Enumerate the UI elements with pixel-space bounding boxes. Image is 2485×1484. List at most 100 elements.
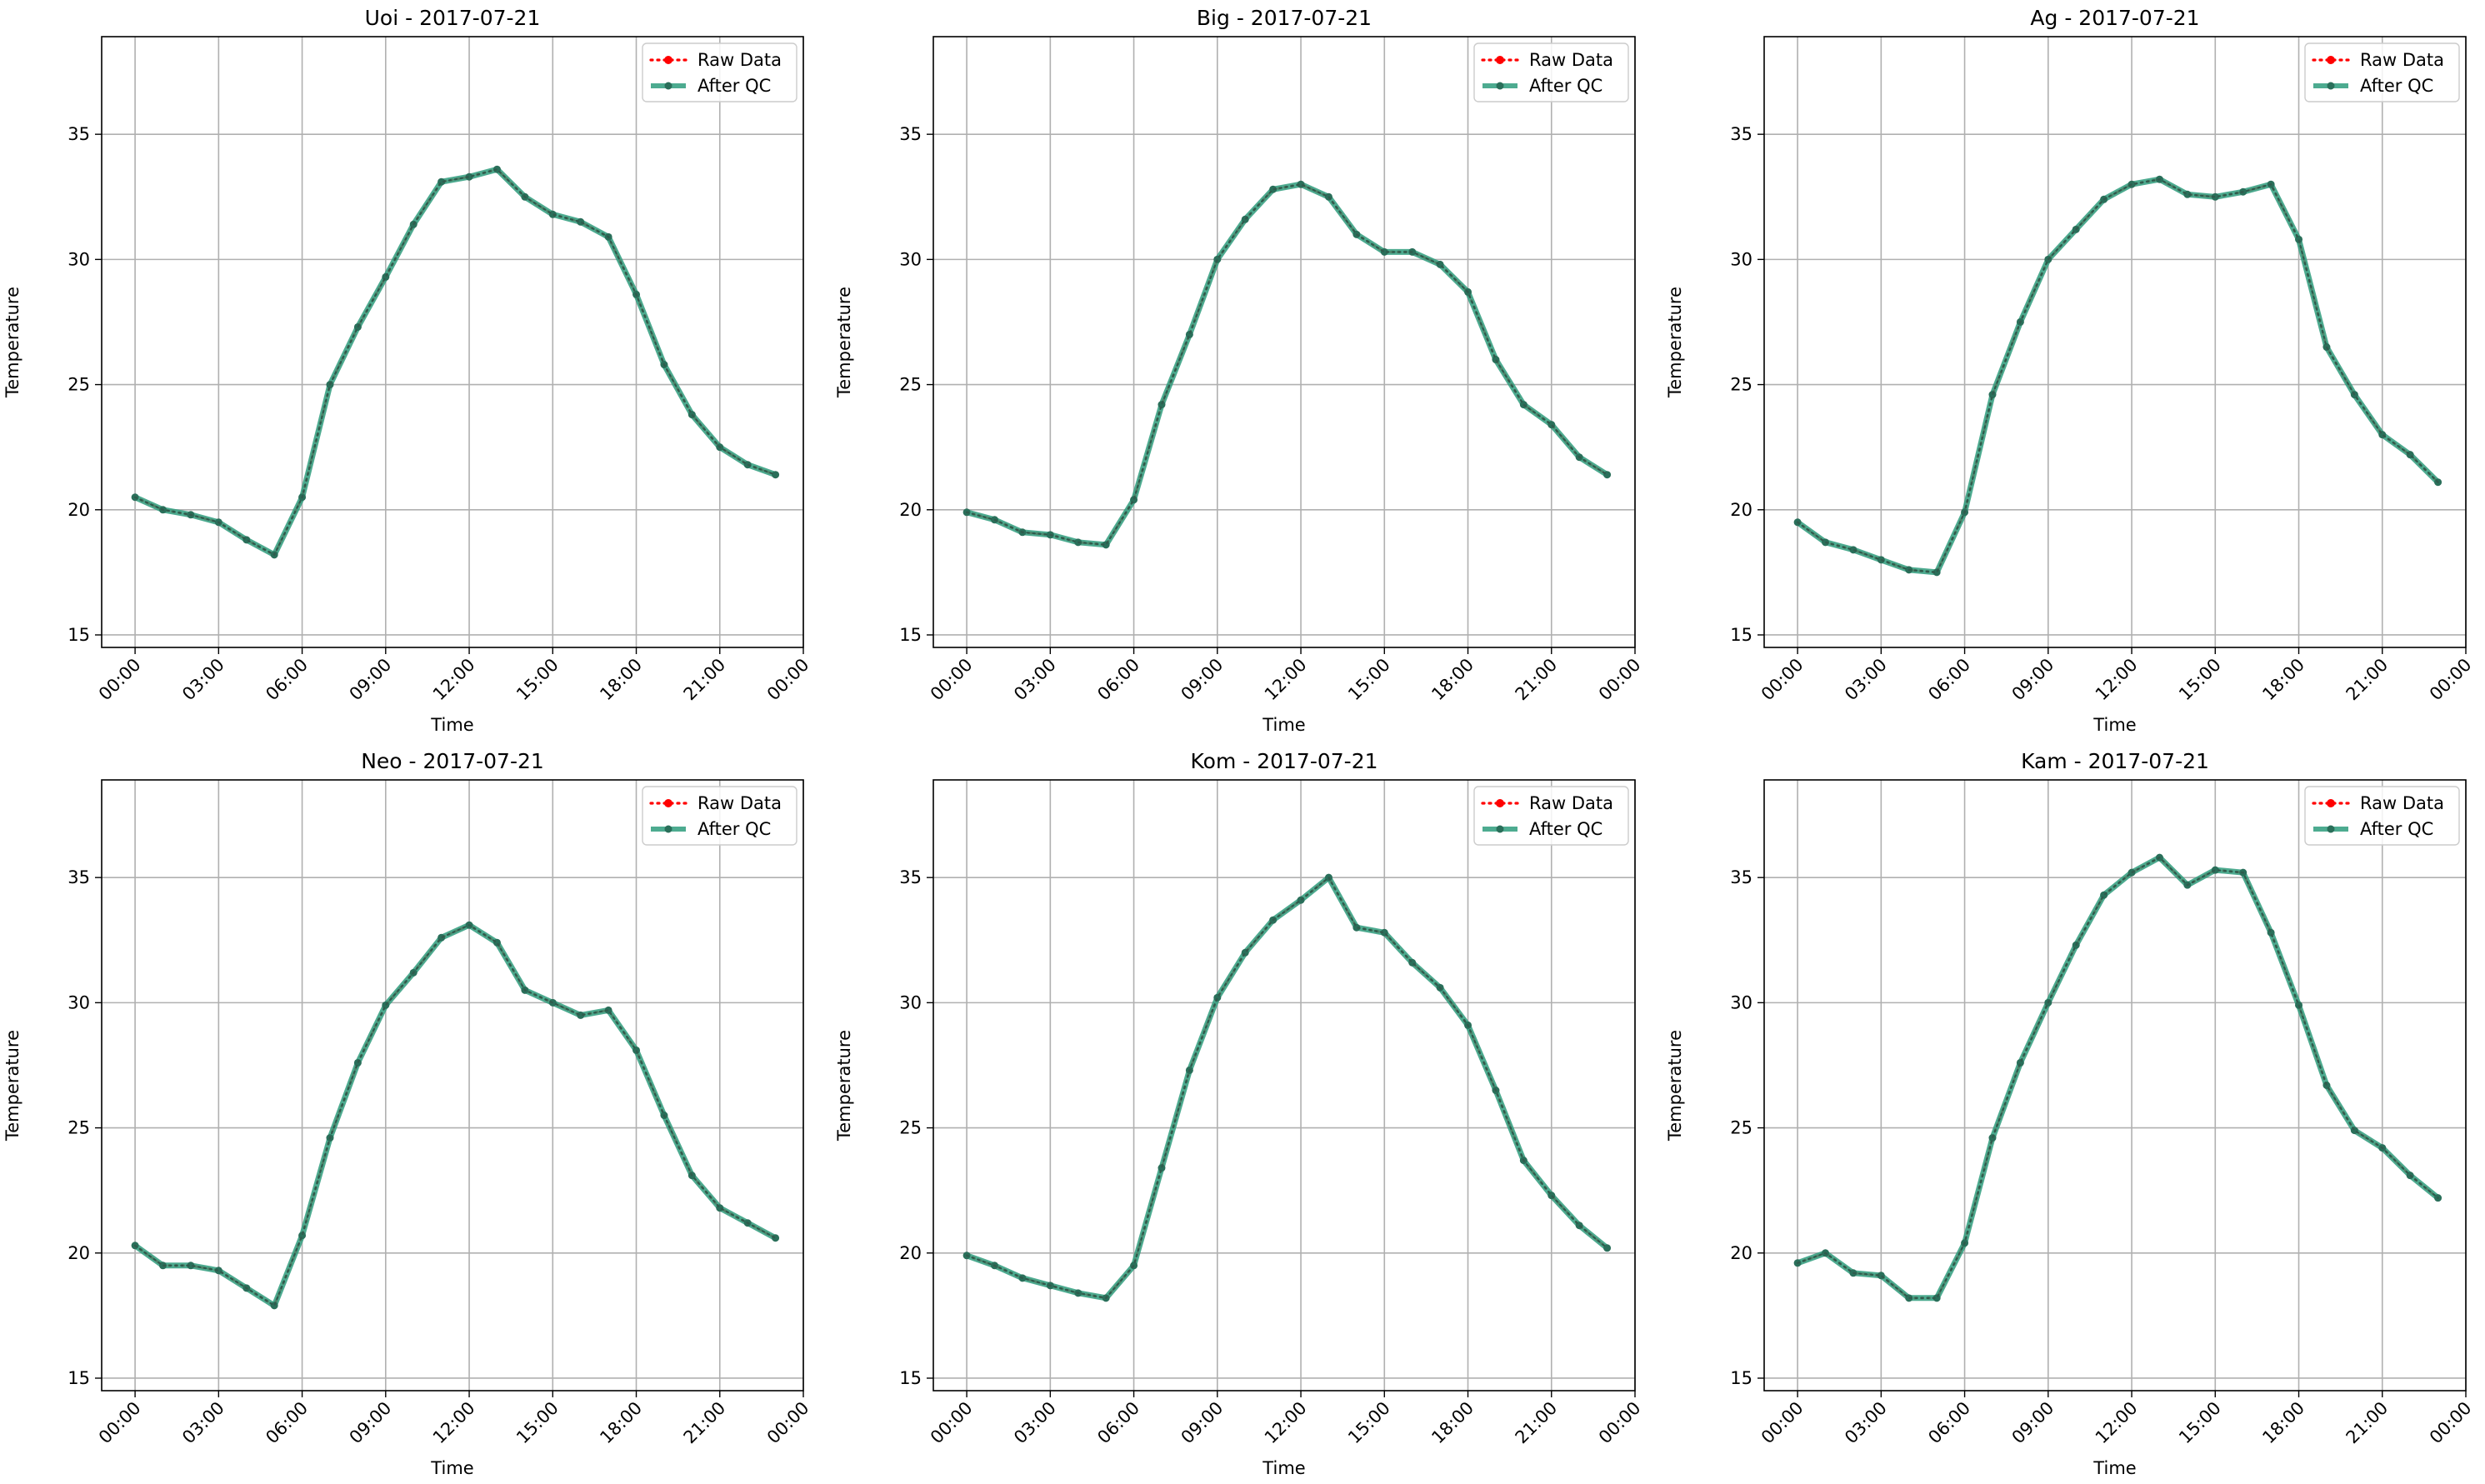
x-tick-label: 00:00 bbox=[763, 1398, 813, 1448]
qc-series-line bbox=[963, 874, 1611, 1302]
x-tick-label: 06:00 bbox=[1924, 655, 1974, 705]
x-tick-label: 09:00 bbox=[2008, 655, 2058, 705]
x-tick-label: 00:00 bbox=[1595, 655, 1645, 705]
x-tick-label: 03:00 bbox=[1010, 655, 1060, 705]
x-tick-label: 12:00 bbox=[429, 1398, 479, 1448]
x-tick-label: 00:00 bbox=[927, 655, 977, 705]
legend: Raw Data After QC bbox=[1473, 42, 1629, 102]
qc-series-line bbox=[132, 922, 779, 1309]
x-tick-label: 03:00 bbox=[1841, 1398, 1891, 1448]
y-tick-label: 35 bbox=[68, 867, 90, 887]
y-tick-label: 35 bbox=[899, 867, 922, 887]
x-tick-label: 09:00 bbox=[346, 655, 396, 705]
x-tick-label: 00:00 bbox=[1758, 655, 1808, 705]
axes-frame bbox=[1763, 779, 2467, 1392]
raw-series-line bbox=[133, 167, 778, 557]
x-tick-label: 03:00 bbox=[178, 1398, 228, 1448]
y-axis-label: Temperature bbox=[2, 287, 22, 398]
y-tick-label: 35 bbox=[899, 124, 922, 144]
y-tick-label: 35 bbox=[68, 124, 90, 144]
x-tick-label: 21:00 bbox=[2342, 1398, 2392, 1448]
legend: Raw Data After QC bbox=[2304, 42, 2460, 102]
subplot-6: 00:00 03:00 06:00 09:00 12:00 15:00 18:00 21:00… bbox=[1665, 749, 2476, 1478]
axes-frame bbox=[101, 36, 804, 648]
y-axis-label: Temperature bbox=[834, 287, 854, 398]
y-tick-label: 30 bbox=[899, 249, 922, 269]
x-tick-label: 21:00 bbox=[1512, 1398, 1562, 1448]
legend: Raw Data After QC bbox=[1473, 786, 1629, 846]
y-axis-label: Temperature bbox=[2, 1030, 22, 1142]
subplot-2: 00:00 03:00 06:00 09:00 12:00 15:00 18:00 21:00… bbox=[834, 6, 1645, 735]
x-tick-label: 18:00 bbox=[596, 655, 646, 705]
x-axis-label: Time bbox=[2092, 715, 2136, 735]
subplot-title: Big - 2017-07-21 bbox=[1197, 6, 1372, 30]
y-tick-label: 20 bbox=[899, 500, 922, 520]
raw-series-line bbox=[965, 876, 1609, 1300]
y-tick-label: 30 bbox=[68, 992, 90, 1012]
y-tick-label: 15 bbox=[899, 625, 922, 645]
legend-qc-label: After QC bbox=[698, 76, 771, 96]
y-tick-label: 25 bbox=[1730, 375, 1752, 395]
y-tick-label: 15 bbox=[68, 625, 90, 645]
legend-qc-label: After QC bbox=[2360, 76, 2433, 96]
legend-raw-marker bbox=[2327, 56, 2335, 64]
x-tick-label: 15:00 bbox=[512, 1398, 562, 1448]
x-tick-label: 06:00 bbox=[262, 1398, 312, 1448]
x-tick-label: 00:00 bbox=[1595, 1398, 1645, 1448]
y-tick-label: 30 bbox=[899, 992, 922, 1012]
legend-raw-label: Raw Data bbox=[1529, 50, 1613, 70]
x-tick-label: 09:00 bbox=[1178, 1398, 1228, 1448]
x-tick-label: 15:00 bbox=[512, 655, 562, 705]
qc-series-point bbox=[187, 1262, 195, 1270]
legend-raw-label: Raw Data bbox=[2360, 793, 2444, 813]
axes-frame bbox=[932, 779, 1636, 1392]
qc-series-point bbox=[298, 1232, 307, 1240]
x-tick-label: 12:00 bbox=[2092, 655, 2142, 705]
y-tick-label: 20 bbox=[1730, 1243, 1752, 1263]
x-tick-label: 21:00 bbox=[680, 1398, 730, 1448]
x-tick-label: 09:00 bbox=[2008, 1398, 2058, 1448]
x-tick-label: 06:00 bbox=[1093, 655, 1143, 705]
legend-qc-label: After QC bbox=[698, 819, 771, 839]
x-tick-label: 00:00 bbox=[927, 1398, 977, 1448]
qc-series-point bbox=[1849, 546, 1858, 554]
legend-raw-marker bbox=[1496, 56, 1504, 64]
qc-series-line bbox=[1794, 176, 2442, 576]
qc-series-point bbox=[1603, 1244, 1612, 1252]
x-axis-label: Time bbox=[1262, 715, 1305, 735]
x-tick-label: 12:00 bbox=[2092, 1398, 2142, 1448]
raw-series-overlay bbox=[133, 167, 777, 557]
raw-series-line bbox=[133, 923, 778, 1307]
subplot-4: 00:00 03:00 06:00 09:00 12:00 15:00 18:00 21:00… bbox=[2, 749, 813, 1478]
subplot-title: Kom - 2017-07-21 bbox=[1191, 749, 1378, 773]
y-tick-label: 30 bbox=[1730, 992, 1752, 1012]
raw-series-overlay bbox=[133, 923, 777, 1307]
x-tick-label: 18:00 bbox=[596, 1398, 646, 1448]
subplot-1: 00:00 03:00 06:00 09:00 12:00 15:00 18:00 21:00… bbox=[2, 6, 813, 735]
y-tick-label: 30 bbox=[68, 249, 90, 269]
raw-series-line bbox=[1796, 856, 2440, 1300]
x-tick-label: 21:00 bbox=[2342, 655, 2392, 705]
qc-series-point bbox=[382, 1001, 390, 1009]
y-tick-label: 20 bbox=[68, 1243, 90, 1263]
legend-qc-marker bbox=[664, 825, 672, 833]
raw-series-overlay bbox=[965, 182, 1608, 547]
x-tick-label: 09:00 bbox=[346, 1398, 396, 1448]
subplot-title: Ag - 2017-07-21 bbox=[2030, 6, 2199, 30]
y-tick-label: 15 bbox=[899, 1368, 922, 1388]
legend-raw-label: Raw Data bbox=[1529, 793, 1613, 813]
x-tick-label: 15:00 bbox=[2175, 1398, 2225, 1448]
qc-series-point bbox=[772, 1234, 780, 1242]
y-tick-label: 15 bbox=[1730, 1368, 1752, 1388]
legend: Raw Data After QC bbox=[642, 42, 798, 102]
x-tick-label: 12:00 bbox=[429, 655, 479, 705]
legend-raw-label: Raw Data bbox=[2360, 50, 2444, 70]
x-tick-label: 00:00 bbox=[2426, 655, 2476, 705]
subplot-3: 00:00 03:00 06:00 09:00 12:00 15:00 18:00 21:00… bbox=[1665, 6, 2476, 735]
x-tick-label: 18:00 bbox=[1428, 1398, 1478, 1448]
legend: Raw Data After QC bbox=[642, 786, 798, 846]
raw-series-line bbox=[965, 182, 1609, 547]
y-tick-label: 25 bbox=[68, 375, 90, 395]
subplot-title: Neo - 2017-07-21 bbox=[361, 749, 544, 773]
